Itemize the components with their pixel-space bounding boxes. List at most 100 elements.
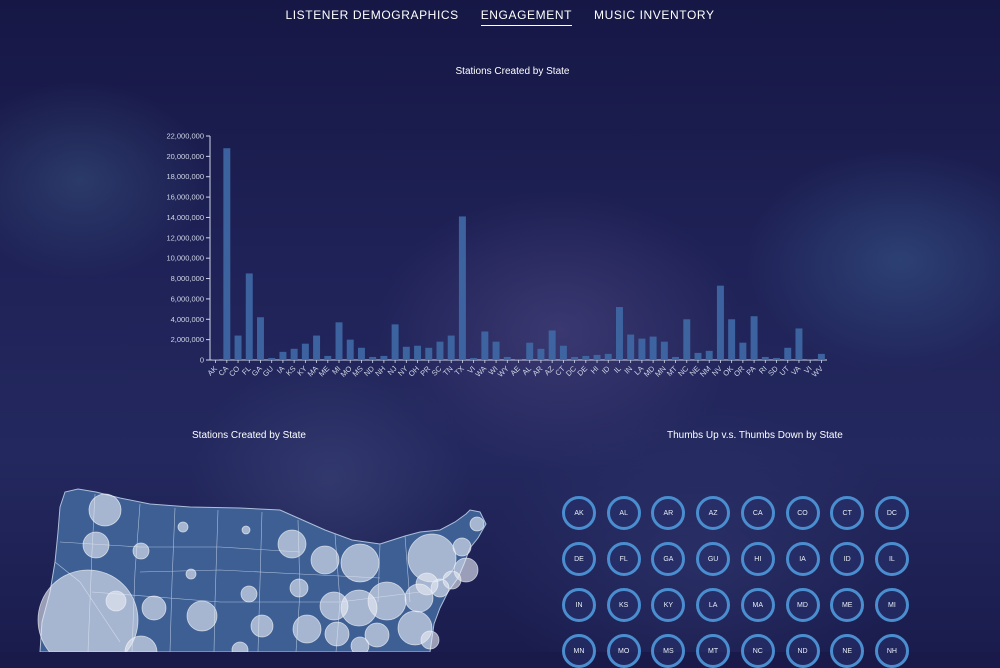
bar-de[interactable] <box>582 355 590 360</box>
bar-ms[interactable] <box>357 347 365 360</box>
thumbs-ring-mn[interactable]: MN <box>562 634 596 668</box>
y-tick-label: 6,000,000 <box>171 294 204 303</box>
bar-or[interactable] <box>739 342 747 360</box>
bar-az[interactable] <box>548 330 556 360</box>
thumbs-ring-la[interactable]: LA <box>696 588 731 622</box>
thumbs-ring-il[interactable]: IL <box>874 542 909 576</box>
bar-sc[interactable] <box>436 341 444 360</box>
y-tick-label: 8,000,000 <box>171 274 204 283</box>
bar-oh[interactable] <box>414 345 422 360</box>
thumbs-ring-ne[interactable]: NE <box>830 634 865 668</box>
bar-mn[interactable] <box>660 341 668 360</box>
thumbs-ring-mi[interactable]: MI <box>874 588 909 622</box>
thumbs-ring-ca[interactable]: CA <box>740 496 775 530</box>
bar-in[interactable] <box>627 334 635 360</box>
bar-ak[interactable] <box>212 358 220 360</box>
bar-ma[interactable] <box>313 335 321 360</box>
bar-tx[interactable] <box>458 216 466 360</box>
bar-gu[interactable] <box>268 357 276 360</box>
y-tick-label: 12,000,000 <box>166 233 204 242</box>
bar-ga[interactable] <box>257 317 264 360</box>
bar-tn[interactable] <box>447 335 455 360</box>
bar-la[interactable] <box>638 338 646 360</box>
bar-fl[interactable] <box>245 273 253 360</box>
bar-pr[interactable] <box>425 347 433 360</box>
thumbs-ring-nc[interactable]: NC <box>740 634 775 668</box>
bar-nj[interactable] <box>391 324 399 360</box>
thumbs-ring-ar[interactable]: AR <box>651 496 686 530</box>
bar-ar[interactable] <box>537 348 545 360</box>
bar-id[interactable] <box>604 353 612 360</box>
bar-mi[interactable] <box>335 322 343 360</box>
bar-al[interactable] <box>526 342 534 360</box>
thumbs-ring-nh[interactable]: NH <box>874 634 909 668</box>
bar-ae[interactable] <box>515 358 522 360</box>
thumbs-ring-ga[interactable]: GA <box>651 542 686 576</box>
x-tick-label: WA <box>474 364 489 379</box>
thumbs-ring-mt[interactable]: MT <box>696 634 731 668</box>
bar-sd[interactable] <box>773 357 780 360</box>
bar-ut[interactable] <box>784 347 792 360</box>
bar-ca[interactable] <box>223 148 231 360</box>
nav-music-inventory[interactable]: MUSIC INVENTORY <box>593 8 715 22</box>
nav-listener-demographics[interactable]: LISTENER DEMOGRAPHICS <box>285 8 459 22</box>
bar-va[interactable] <box>795 328 803 360</box>
bar-ct[interactable] <box>559 345 567 360</box>
bar-ks[interactable] <box>290 348 298 360</box>
bar-md[interactable] <box>649 336 657 360</box>
bar-ri[interactable] <box>761 356 769 360</box>
bar-il[interactable] <box>615 307 623 360</box>
bar-mt[interactable] <box>672 356 680 360</box>
bar-ne[interactable] <box>694 352 702 360</box>
nav-engagement[interactable]: ENGAGEMENT <box>480 8 573 26</box>
bar-wy[interactable] <box>503 356 511 360</box>
bar-nh[interactable] <box>380 355 388 360</box>
x-tick-label: TX <box>453 364 466 377</box>
bar-ny[interactable] <box>402 346 410 360</box>
bar-nc[interactable] <box>683 319 691 360</box>
bar-co[interactable] <box>234 335 242 360</box>
bar-chart-title: Stations Created by State <box>455 66 570 77</box>
bar-vi[interactable] <box>470 357 478 360</box>
thumbs-ring-ak[interactable]: AK <box>562 496 596 530</box>
bar-ok[interactable] <box>728 319 736 360</box>
thumbs-ring-ct[interactable]: CT <box>830 496 865 530</box>
thumbs-ring-md[interactable]: MD <box>785 588 820 622</box>
thumbs-ring-ky[interactable]: KY <box>651 588 686 622</box>
thumbs-ring-az[interactable]: AZ <box>696 496 731 530</box>
thumbs-ring-id[interactable]: ID <box>830 542 865 576</box>
thumbs-ring-gu[interactable]: GU <box>696 542 731 576</box>
bar-mo[interactable] <box>346 339 354 360</box>
thumbs-ring-ma[interactable]: MA <box>740 588 775 622</box>
thumbs-ring-de[interactable]: DE <box>562 542 596 576</box>
bar-ia[interactable] <box>279 351 287 360</box>
bar-nm[interactable] <box>705 350 713 360</box>
thumbs-ring-in[interactable]: IN <box>562 588 596 622</box>
thumbs-ring-nd[interactable]: ND <box>785 634 820 668</box>
bar-nv[interactable] <box>716 285 724 360</box>
thumbs-ring-al[interactable]: AL <box>606 496 641 530</box>
bar-ky[interactable] <box>301 343 309 360</box>
bar-nd[interactable] <box>369 356 377 360</box>
y-tick-label: 14,000,000 <box>166 213 204 222</box>
bar-wi[interactable] <box>492 341 500 360</box>
bar-dc[interactable] <box>571 356 579 360</box>
bar-me[interactable] <box>324 355 332 360</box>
bar-wv[interactable] <box>817 353 825 360</box>
thumbs-ring-co[interactable]: CO <box>785 496 820 530</box>
bar-vi[interactable] <box>806 358 814 360</box>
thumbs-ring-fl[interactable]: FL <box>606 542 641 576</box>
x-tick-label: HI <box>589 364 601 376</box>
thumbs-ring-dc[interactable]: DC <box>874 496 909 530</box>
thumbs-ring-ms[interactable]: MS <box>651 634 686 668</box>
top-nav: LISTENER DEMOGRAPHICS ENGAGEMENT MUSIC I… <box>0 8 1000 26</box>
bar-hi[interactable] <box>593 354 601 360</box>
thumbs-ring-ia[interactable]: IA <box>785 542 820 576</box>
bar-wa[interactable] <box>481 331 489 360</box>
thumbs-ring-ks[interactable]: KS <box>606 588 641 622</box>
thumbs-ring-mo[interactable]: MO <box>606 634 641 668</box>
bar-pa[interactable] <box>750 316 758 360</box>
thumbs-ring-me[interactable]: ME <box>830 588 865 622</box>
x-tick-label: CO <box>227 364 241 378</box>
thumbs-ring-hi[interactable]: HI <box>740 542 775 576</box>
